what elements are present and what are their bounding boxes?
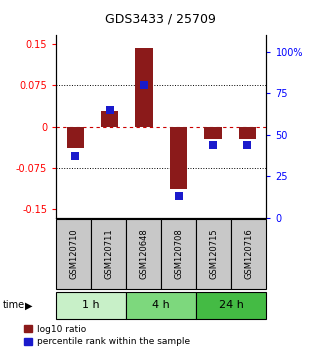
Bar xyxy=(204,127,221,139)
Text: 24 h: 24 h xyxy=(219,300,244,310)
Text: GSM120710: GSM120710 xyxy=(69,229,78,279)
Text: time: time xyxy=(3,300,25,310)
Text: GSM120708: GSM120708 xyxy=(174,229,183,279)
Bar xyxy=(239,127,256,139)
Bar xyxy=(66,127,84,148)
Bar xyxy=(135,47,153,127)
Text: GSM120716: GSM120716 xyxy=(244,229,253,279)
Text: ▶: ▶ xyxy=(25,300,33,310)
Point xyxy=(211,142,216,148)
Text: GSM120711: GSM120711 xyxy=(104,229,113,279)
Point xyxy=(176,193,181,199)
Text: GDS3433 / 25709: GDS3433 / 25709 xyxy=(105,12,216,25)
Point xyxy=(73,154,78,159)
Text: GSM120648: GSM120648 xyxy=(139,229,148,279)
Text: 1 h: 1 h xyxy=(82,300,100,310)
Legend: log10 ratio, percentile rank within the sample: log10 ratio, percentile rank within the … xyxy=(21,321,194,350)
Text: GSM120715: GSM120715 xyxy=(209,229,218,279)
Point xyxy=(107,107,112,113)
Point xyxy=(245,142,250,148)
Text: 4 h: 4 h xyxy=(152,300,170,310)
Point xyxy=(142,82,147,88)
Bar xyxy=(170,127,187,189)
Bar xyxy=(101,111,118,127)
